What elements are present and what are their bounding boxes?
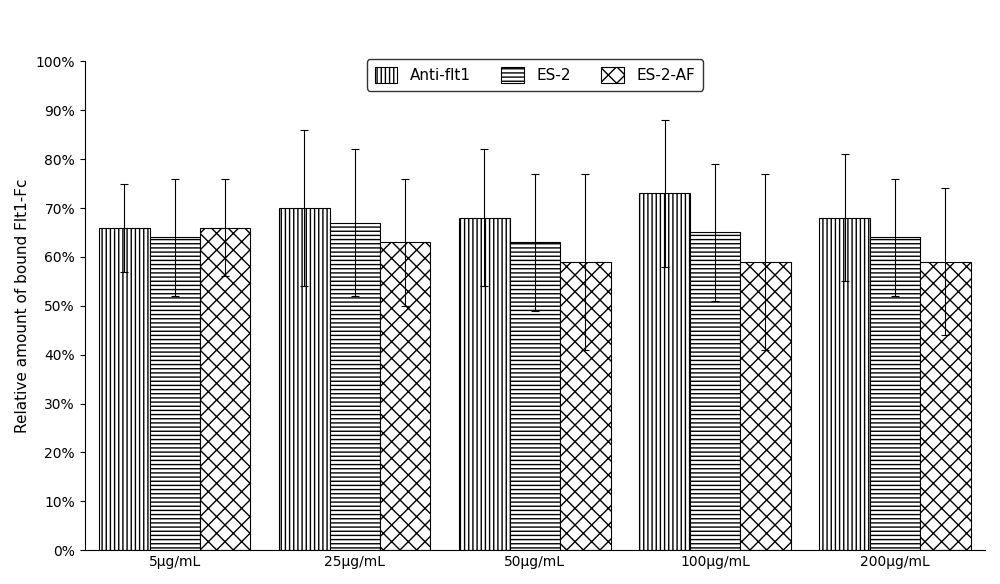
Bar bbox=[819, 218, 870, 550]
Y-axis label: Relative amount of bound Flt1-Fc: Relative amount of bound Flt1-Fc bbox=[15, 179, 30, 433]
Bar bbox=[690, 232, 740, 550]
Bar bbox=[639, 193, 690, 550]
Legend: Anti-flt1, ES-2, ES-2-AF: Anti-flt1, ES-2, ES-2-AF bbox=[367, 59, 703, 91]
Bar bbox=[870, 237, 920, 550]
Bar bbox=[380, 242, 430, 550]
Bar bbox=[740, 262, 791, 550]
Bar bbox=[920, 262, 971, 550]
Bar bbox=[330, 223, 380, 550]
Bar bbox=[279, 208, 330, 550]
Bar bbox=[99, 228, 150, 550]
Bar bbox=[510, 242, 560, 550]
Bar bbox=[200, 228, 250, 550]
Bar bbox=[560, 262, 611, 550]
Bar bbox=[459, 218, 510, 550]
Bar bbox=[150, 237, 200, 550]
